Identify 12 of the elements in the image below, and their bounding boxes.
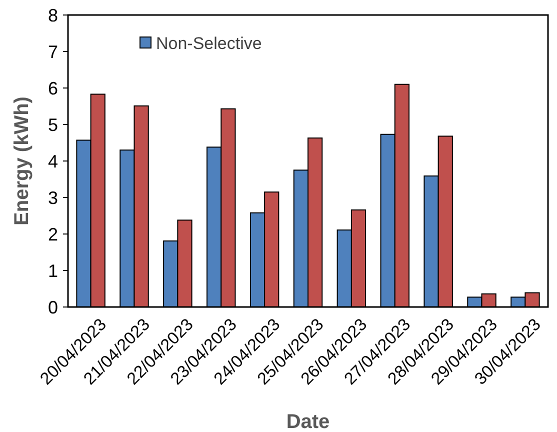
y-tick-label: 2	[48, 224, 58, 244]
y-tick-label: 4	[48, 151, 58, 172]
y-tick-label: 5	[48, 114, 58, 135]
y-tick-label: 8	[48, 5, 58, 26]
y-tick-label: 3	[48, 188, 58, 208]
y-tick-label: 7	[48, 42, 58, 62]
y-axis-title: Energy (kWh)	[11, 96, 33, 226]
y-tick-label: 1	[48, 260, 58, 281]
y-tick-label: 6	[48, 78, 58, 98]
legend-label: Non-Selective	[156, 34, 262, 53]
y-tick-label: 0	[48, 297, 58, 318]
x-axis-title: Date	[286, 411, 330, 432]
